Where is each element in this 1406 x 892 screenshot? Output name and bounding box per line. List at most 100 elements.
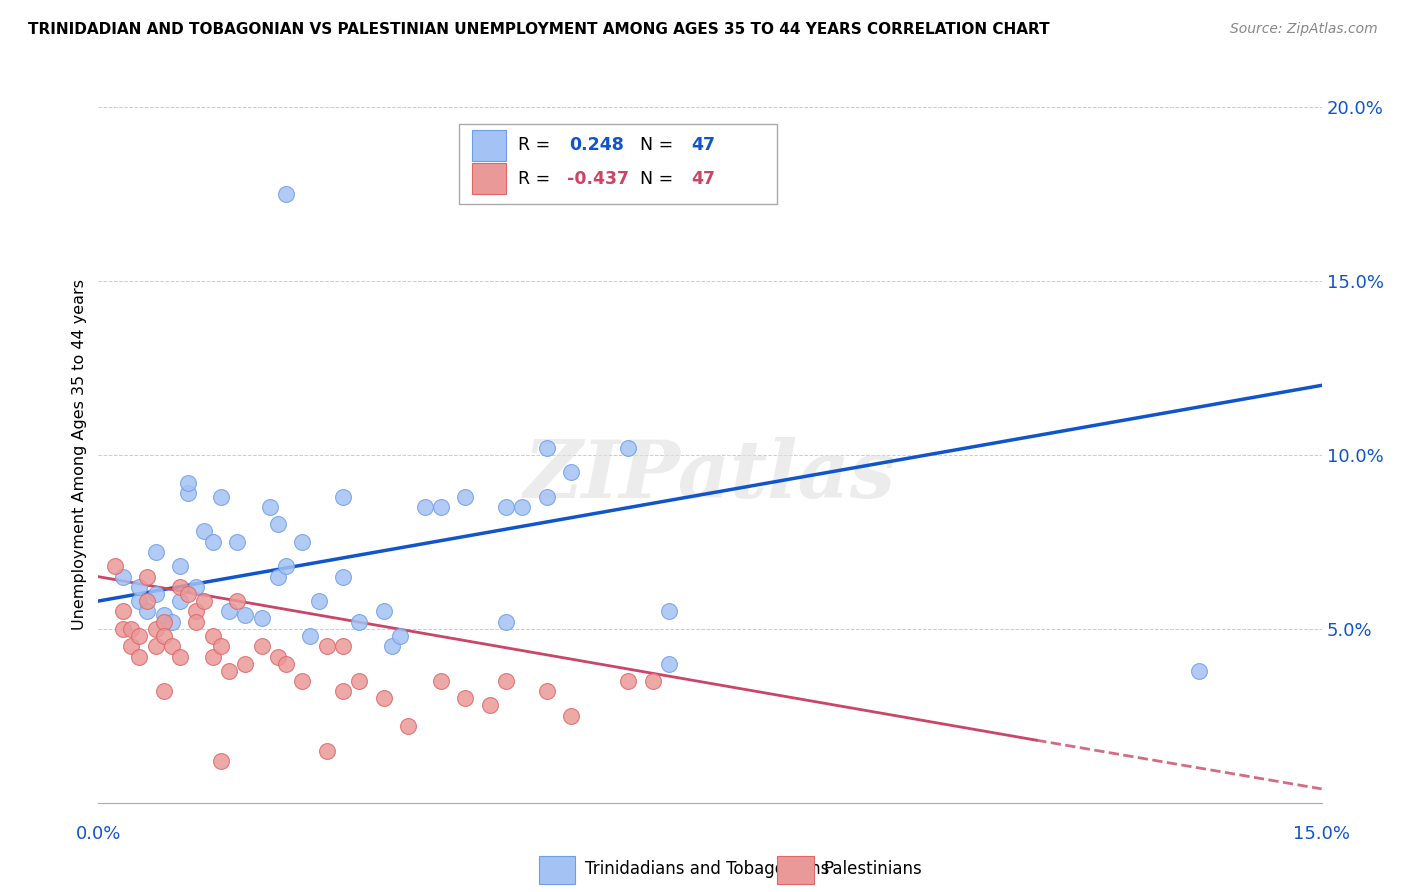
Point (332, 684, 354, 698)
Point (193, 594, 215, 608)
Text: N =: N = (640, 169, 679, 187)
Point (160, 615, 183, 629)
Point (152, 629, 174, 643)
Point (454, 691, 477, 706)
Point (218, 664, 240, 678)
Point (136, 605, 159, 619)
Point (104, 559, 127, 574)
Point (617, 674, 640, 689)
Text: ZIPatlas: ZIPatlas (524, 437, 896, 515)
Point (641, 674, 664, 689)
Point (308, 594, 330, 608)
Point (177, 587, 200, 601)
Point (233, 607, 256, 622)
Text: 47: 47 (692, 169, 716, 187)
Point (186, 605, 208, 619)
Point (495, 500, 517, 514)
Point (274, 559, 297, 574)
Point (332, 490, 354, 504)
Point (658, 605, 681, 619)
Point (111, 570, 134, 584)
Point (152, 615, 174, 629)
Point (169, 559, 191, 574)
Point (560, 466, 582, 480)
Point (186, 580, 208, 594)
Point (259, 500, 281, 514)
Point (349, 674, 371, 689)
Point (233, 657, 256, 671)
Point (152, 607, 174, 622)
Point (177, 475, 200, 490)
Point (169, 649, 191, 664)
Point (128, 594, 150, 608)
Point (226, 534, 249, 549)
FancyBboxPatch shape (778, 856, 814, 884)
Point (145, 622, 167, 636)
Point (120, 639, 142, 653)
Y-axis label: Unemployment Among Ages 35 to 44 years: Unemployment Among Ages 35 to 44 years (72, 279, 87, 631)
Point (111, 622, 134, 636)
Text: Trinidadians and Tobagonians: Trinidadians and Tobagonians (585, 860, 830, 878)
Point (536, 441, 558, 455)
Text: 15.0%: 15.0% (1294, 825, 1350, 843)
Point (193, 524, 215, 539)
Point (201, 649, 224, 664)
Point (128, 649, 150, 664)
Text: 47: 47 (692, 136, 716, 154)
Point (152, 684, 174, 698)
Point (299, 629, 322, 643)
Point (267, 649, 290, 664)
Point (250, 611, 273, 625)
Point (495, 615, 517, 629)
Point (136, 570, 159, 584)
Point (512, 500, 534, 514)
Point (1188, 664, 1211, 678)
Text: Source: ZipAtlas.com: Source: ZipAtlas.com (1230, 22, 1378, 37)
Point (209, 754, 232, 768)
Point (536, 684, 558, 698)
FancyBboxPatch shape (538, 856, 575, 884)
Point (120, 622, 142, 636)
Point (160, 639, 183, 653)
Text: 0.0%: 0.0% (76, 825, 121, 843)
Point (274, 657, 297, 671)
Text: R =: R = (517, 136, 561, 154)
Point (332, 570, 354, 584)
Point (128, 580, 150, 594)
Point (186, 615, 208, 629)
Point (145, 545, 167, 559)
Point (373, 691, 395, 706)
Point (145, 639, 167, 653)
Text: TRINIDADIAN AND TOBAGONIAN VS PALESTINIAN UNEMPLOYMENT AMONG AGES 35 TO 44 YEARS: TRINIDADIAN AND TOBAGONIAN VS PALESTINIA… (28, 22, 1050, 37)
Point (389, 629, 412, 643)
Point (218, 605, 240, 619)
Text: R =: R = (517, 169, 555, 187)
Point (169, 594, 191, 608)
Point (430, 674, 453, 689)
Point (201, 534, 224, 549)
Point (617, 441, 640, 455)
Point (658, 657, 681, 671)
Point (267, 570, 290, 584)
Point (136, 594, 159, 608)
Point (315, 639, 337, 653)
Point (209, 639, 232, 653)
Point (349, 615, 371, 629)
Text: -0.437: -0.437 (567, 169, 628, 187)
Point (177, 486, 200, 500)
Point (478, 698, 501, 713)
Point (201, 629, 224, 643)
Point (332, 639, 354, 653)
Point (291, 674, 314, 689)
Point (267, 517, 290, 532)
Point (274, 186, 297, 201)
Point (396, 719, 419, 733)
Text: 0.248: 0.248 (569, 136, 624, 154)
FancyBboxPatch shape (460, 124, 778, 204)
Point (315, 744, 337, 758)
Point (226, 594, 249, 608)
Text: Palestinians: Palestinians (824, 860, 922, 878)
Point (413, 500, 436, 514)
Point (209, 490, 232, 504)
Point (291, 534, 314, 549)
